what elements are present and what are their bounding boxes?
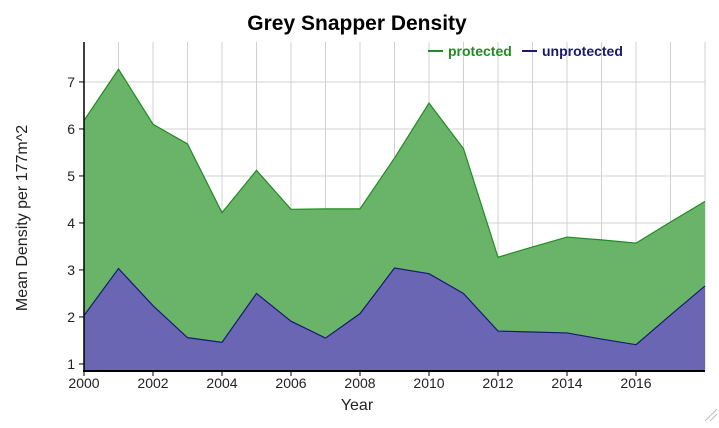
x-axis-title: Year xyxy=(341,397,374,414)
chart-title: Grey Snapper Density xyxy=(247,12,467,35)
y-tick-label: 4 xyxy=(67,215,75,231)
x-tick-label: 2008 xyxy=(344,375,375,391)
area-fill-unprotected xyxy=(84,268,705,371)
y-tick-label: 7 xyxy=(67,74,75,90)
series-line-unprotected xyxy=(83,267,706,346)
x-tick-label: 2006 xyxy=(275,375,306,391)
x-tick-label: 2016 xyxy=(620,375,651,391)
x-tick-label: 2002 xyxy=(137,375,168,391)
x-tick-label: 2000 xyxy=(68,375,99,391)
x-tick-label: 2012 xyxy=(482,375,513,391)
area-series xyxy=(83,68,706,371)
y-tick-label: 2 xyxy=(67,309,75,325)
resize-handle-icon[interactable] xyxy=(704,408,718,422)
x-tick-label: 2004 xyxy=(206,375,237,391)
x-tick-label: 2014 xyxy=(551,375,582,391)
legend: protected unprotected xyxy=(428,43,623,59)
series-line-protected xyxy=(83,68,706,259)
axes xyxy=(79,42,705,376)
y-tick-label: 6 xyxy=(67,121,75,137)
tick-labels: 1 2 3 4 5 6 7 2000 2002 2004 2006 2008 2010 2012 2014 2… xyxy=(67,74,652,391)
legend-label-protected: protected xyxy=(448,43,512,59)
area-fill-protected xyxy=(84,69,705,371)
y-tick-label: 3 xyxy=(67,262,75,278)
x-tick-label: 2010 xyxy=(413,375,444,391)
y-tick-label: 5 xyxy=(67,168,75,184)
y-tick-label: 1 xyxy=(67,356,75,372)
legend-label-unprotected: unprotected xyxy=(542,43,623,59)
y-axis-title: Mean Density per 177m^2 xyxy=(14,125,31,311)
